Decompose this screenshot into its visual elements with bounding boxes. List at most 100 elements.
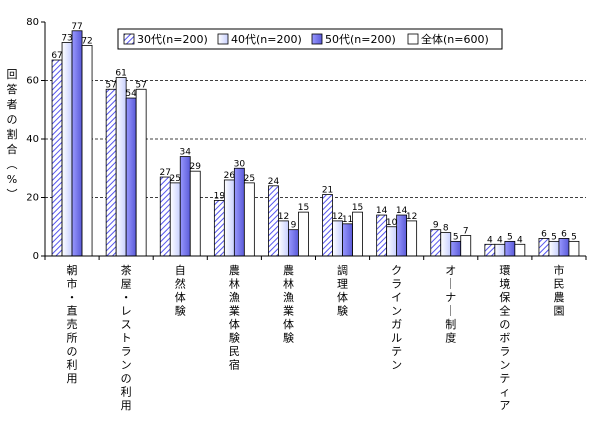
bar — [278, 220, 289, 257]
legend-swatch — [123, 33, 135, 45]
bar — [243, 182, 255, 257]
bar — [61, 42, 73, 257]
data-label: 12 — [332, 212, 343, 222]
x-category-label-char: ｜ — [445, 278, 456, 291]
bars — [51, 30, 580, 257]
x-category-label-char: 験 — [175, 304, 186, 318]
x-category-label-char: 用 — [121, 399, 132, 412]
data-label: 5 — [507, 232, 513, 242]
bar — [568, 240, 580, 257]
y-axis-title-char: % — [7, 173, 17, 186]
bar — [135, 88, 147, 257]
x-category-label-char: 理 — [337, 278, 348, 291]
bar — [548, 240, 560, 257]
y-axis-title-char: ︶ — [7, 188, 18, 201]
x-category-label-char: ン — [391, 305, 402, 318]
x-category-label-char: 調 — [337, 263, 348, 277]
x-category-label-char: 茶 — [121, 264, 132, 277]
x-category-label-char: ン — [121, 359, 132, 372]
data-label: 8 — [443, 224, 449, 234]
bar — [105, 88, 117, 257]
x-category-label-char: 利 — [67, 359, 78, 372]
bar — [115, 77, 127, 257]
data-label: 5 — [551, 232, 557, 242]
data-label: 12 — [278, 212, 289, 222]
x-category-label-char: ラ — [391, 278, 402, 291]
bar — [460, 235, 472, 257]
legend-label: 30代(n=200) — [137, 33, 208, 46]
legend-swatch — [407, 33, 419, 45]
y-axis-title-char: 答 — [7, 82, 18, 96]
x-category-label-char: ・ — [67, 291, 78, 304]
x-category-label-char: の — [67, 345, 78, 358]
x-category-label-char: テ — [391, 345, 402, 358]
bar — [494, 243, 506, 257]
bar — [71, 30, 83, 257]
data-label: 77 — [71, 22, 82, 32]
y-axis-title-char: ︵ — [7, 158, 18, 171]
data-label: 15 — [298, 203, 309, 213]
x-category-label-char: 用 — [67, 372, 78, 385]
x-category-label-char: 全 — [499, 304, 510, 318]
x-category-label-char: ス — [121, 318, 132, 331]
x-category-label-char: 自 — [175, 264, 186, 277]
data-label: 24 — [268, 177, 280, 187]
legend-swatch — [217, 33, 229, 45]
x-category-label-char: オ — [445, 264, 456, 277]
x-category-label-char: ラ — [499, 345, 510, 358]
x-category-label-char: ク — [391, 264, 402, 277]
x-category-label-char: 漁 — [229, 290, 240, 304]
bar — [440, 232, 452, 257]
data-label: 34 — [180, 148, 192, 158]
bar — [558, 238, 570, 257]
bar — [514, 243, 526, 257]
legend-label: 全体(n=600) — [421, 32, 489, 46]
bar — [51, 59, 63, 257]
x-category-label-char: 農 — [283, 263, 294, 277]
bar — [169, 182, 181, 257]
bar — [504, 240, 516, 257]
data-label: 30 — [234, 159, 246, 169]
x-category-label-char: 体 — [337, 290, 348, 304]
data-label: 19 — [214, 191, 226, 201]
data-label: 29 — [190, 162, 202, 172]
x-category-label-char: 屋 — [121, 278, 132, 291]
axes: 0 20 40 60 80 — [26, 17, 587, 262]
y-axis-title-char: 回 — [7, 68, 18, 81]
bar — [213, 200, 225, 257]
x-category-label-char: 民 — [553, 278, 564, 291]
data-label: 25 — [170, 174, 181, 184]
data-label: 6 — [561, 229, 567, 239]
x-category-label-char: 林 — [283, 277, 294, 291]
x-category-label-char: 漁 — [283, 290, 294, 304]
x-category-label-char: 市 — [67, 277, 78, 291]
data-label: 12 — [406, 212, 417, 222]
bar — [223, 179, 235, 257]
legend-label: 40代(n=200) — [231, 33, 302, 46]
labels: 67737772朝市・直売所の利用57615457茶屋・レストランの利用2725… — [7, 22, 577, 412]
x-category-label-char: 農 — [229, 263, 240, 277]
bar — [125, 97, 137, 257]
data-label: 10 — [386, 218, 398, 228]
x-category-label-char: の — [121, 372, 132, 385]
y-tick-label: 0 — [33, 251, 39, 262]
y-tick-label: 60 — [26, 76, 39, 87]
bar — [484, 243, 496, 257]
y-axis-title-char: 割 — [7, 127, 18, 141]
data-label: 14 — [376, 206, 388, 216]
x-category-label-char: ト — [121, 332, 132, 345]
bar — [352, 211, 363, 257]
x-category-label-char: 業 — [283, 305, 294, 318]
bar — [538, 238, 550, 257]
x-category-label-char: ア — [499, 399, 510, 412]
bar — [189, 170, 201, 257]
x-category-label-char: ン — [391, 359, 402, 372]
x-category-label-char: 朝 — [67, 264, 78, 277]
x-category-label-char: 宿 — [229, 358, 240, 372]
bar — [450, 240, 462, 257]
x-category-label-char: 園 — [553, 305, 564, 318]
x-category-label-char: 体 — [175, 290, 186, 304]
data-label: 9 — [291, 221, 297, 231]
legend-label: 50代(n=200) — [325, 33, 396, 46]
x-category-label-char: 然 — [175, 277, 186, 291]
